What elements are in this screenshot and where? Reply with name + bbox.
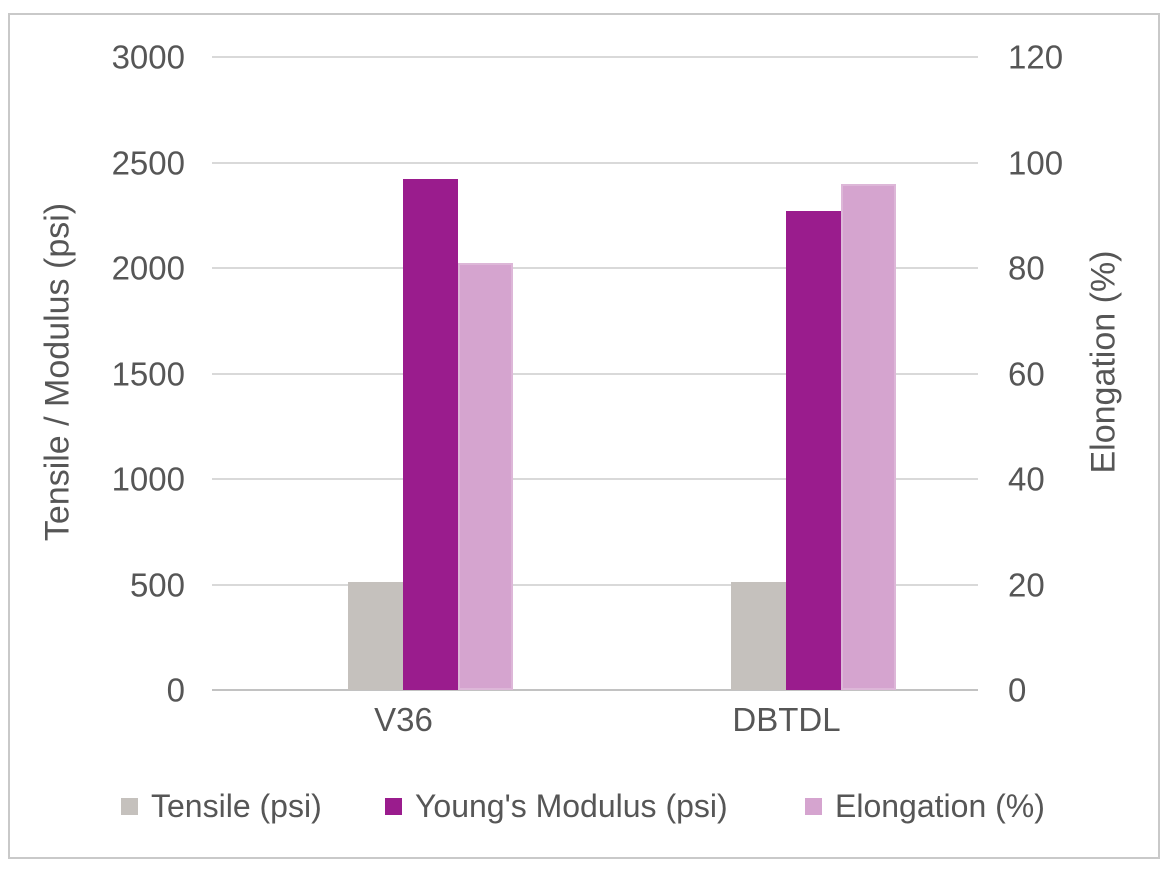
legend-swatch-icon [121,797,138,815]
left-tick-500: 500 [129,566,185,603]
legend-label: Tensile (psi) [151,788,322,824]
left-axis-title: Tensile / Modulus (psi) [38,202,77,542]
category-label-v36: V36 [374,701,433,738]
legend-label: Young's Modulus (psi) [415,788,728,824]
left-tick-3000: 3000 [111,38,185,76]
bar-elongation-v36 [458,262,513,690]
legend-swatch-icon [805,797,822,815]
legend-item-elongation: Elongation (%) [805,788,1045,824]
left-tick-1000: 1000 [111,460,185,498]
bar-young-s-modulus-psi-dbtdl [786,211,841,690]
category-label-dbtdl: DBTDL [732,701,841,738]
left-tick-0: 0 [166,671,185,709]
gridline [212,56,978,58]
bar-tensile-psi-v36 [348,582,403,690]
right-tick-60: 60 [1008,355,1045,392]
bar-young-s-modulus-psi-v36 [403,179,458,690]
legend-swatch-icon [385,797,402,815]
legend-item-young-s-modulus-psi: Young's Modulus (psi) [385,788,728,824]
right-tick-80: 80 [1008,249,1045,287]
left-tick-1500: 1500 [111,355,185,392]
left-tick-2500: 2500 [111,144,185,181]
right-axis-title: Elongation (%) [1084,250,1123,474]
gridline [212,267,978,269]
gridline [212,372,978,375]
legend-item-tensile-psi: Tensile (psi) [121,788,322,824]
right-tick-20: 20 [1008,566,1045,603]
legend-label: Elongation (%) [835,788,1045,824]
right-tick-0: 0 [1008,671,1027,709]
right-tick-40: 40 [1008,460,1045,498]
gridline [212,583,978,586]
right-tick-120: 120 [1008,38,1064,76]
gridline [212,478,978,480]
chart-frame [8,13,1160,859]
gridline [212,161,978,164]
bar-elongation-dbtdl [841,183,896,690]
right-tick-100: 100 [1008,144,1064,181]
x-axis-line [212,689,978,691]
bar-tensile-psi-dbtdl [731,582,786,690]
left-tick-2000: 2000 [111,249,185,287]
